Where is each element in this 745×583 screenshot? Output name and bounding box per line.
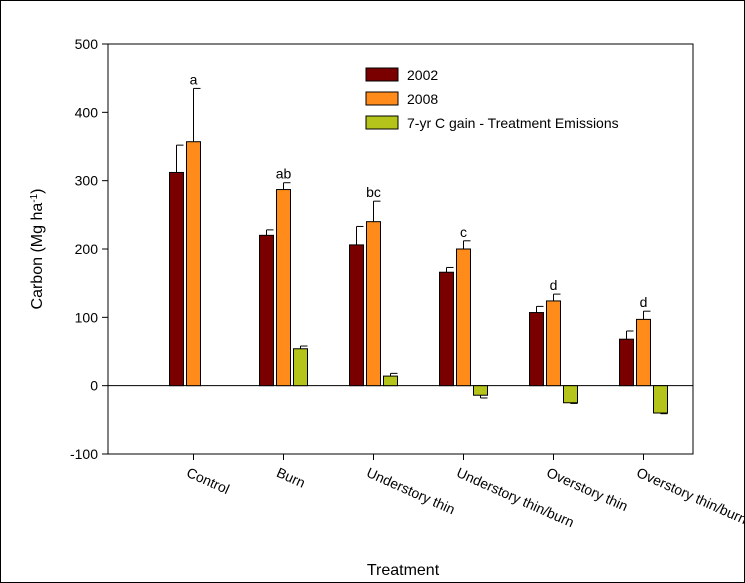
bar-7-yr-c-gain-treatment-emissions bbox=[293, 348, 308, 387]
bar-2008 bbox=[636, 318, 651, 387]
y-axis-title-main: Carbon (Mg ha bbox=[29, 203, 46, 310]
bar-2008 bbox=[276, 189, 291, 387]
legend-label: 2002 bbox=[407, 67, 438, 83]
y-tick-label: 0 bbox=[90, 378, 98, 394]
legend-label: 2008 bbox=[407, 91, 438, 107]
legend-swatch bbox=[365, 115, 399, 130]
significance-label: ab bbox=[276, 166, 292, 182]
bar-2002 bbox=[259, 234, 274, 387]
bar-7-yr-c-gain-treatment-emissions bbox=[563, 385, 578, 404]
legend: 2002 2008 7-yr C gain - Treatment Emission… bbox=[365, 67, 619, 131]
x-tick-label: Overstory thin/burn bbox=[634, 464, 745, 527]
x-tick-label: Control bbox=[184, 464, 232, 497]
y-tick-label: 100 bbox=[75, 309, 99, 325]
bar-2008 bbox=[546, 300, 561, 387]
bars bbox=[169, 87, 668, 415]
significance-label: d bbox=[640, 294, 648, 310]
bar-7-yr-c-gain-treatment-emissions bbox=[473, 385, 488, 396]
bar-2002 bbox=[169, 171, 184, 387]
legend-swatch bbox=[365, 67, 399, 82]
y-tick-label: 200 bbox=[75, 241, 99, 257]
legend-swatch bbox=[365, 91, 399, 106]
bar-2008 bbox=[366, 221, 381, 387]
bar-2002 bbox=[529, 312, 544, 387]
y-axis-title-close: ) bbox=[29, 189, 46, 194]
y-axis: -100 0 100 200 300 400 500 bbox=[70, 36, 108, 462]
bar-2002 bbox=[439, 271, 454, 387]
bar-7-yr-c-gain-treatment-emissions bbox=[653, 385, 668, 414]
bar-7-yr-c-gain-treatment-emissions bbox=[383, 375, 398, 387]
y-axis-title: Carbon (Mg ha-1) bbox=[29, 189, 47, 310]
legend-label: 7-yr C gain - Treatment Emissions bbox=[407, 115, 619, 131]
x-tick-label: Burn bbox=[274, 464, 308, 491]
significance-label: a bbox=[190, 71, 198, 87]
significance-label: bc bbox=[366, 184, 381, 200]
y-tick-label: 500 bbox=[75, 36, 99, 52]
significance-labels: a ab bc c d d bbox=[190, 71, 648, 310]
bar-2008 bbox=[186, 141, 201, 387]
y-axis-title-superscript: -1 bbox=[29, 193, 40, 202]
y-tick-label: -100 bbox=[70, 446, 98, 462]
bar-2002 bbox=[349, 244, 364, 387]
y-tick-label: 400 bbox=[75, 104, 99, 120]
significance-label: c bbox=[460, 224, 467, 240]
significance-label: d bbox=[550, 277, 558, 293]
bar-2008 bbox=[456, 248, 471, 387]
x-axis-title: Treatment bbox=[367, 562, 440, 579]
y-tick-label: 300 bbox=[75, 173, 99, 189]
bar-2002 bbox=[619, 338, 634, 387]
x-tick-label: Understory thin bbox=[364, 464, 457, 517]
